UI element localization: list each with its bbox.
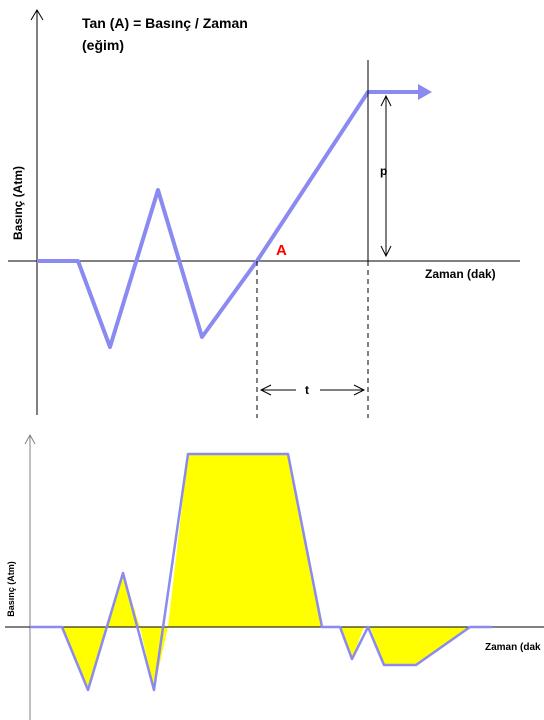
bottom-x-axis-label: Zaman (dak xyxy=(485,642,541,653)
time-dimension-arrow xyxy=(259,384,366,396)
bottom-pressure-curve xyxy=(30,452,492,692)
positive-area-main xyxy=(168,454,322,627)
top-y-axis-arrow xyxy=(30,9,44,21)
negative-area-1 xyxy=(62,627,106,690)
slope-caption: (eğim) xyxy=(82,37,124,53)
negative-area-2 xyxy=(140,627,168,690)
bottom-panel: Basınç (Atm) Zaman (dak xyxy=(5,433,544,720)
pressure-label: p xyxy=(380,164,387,178)
top-x-axis-label: Zaman (dak) xyxy=(425,267,496,281)
negative-area-3 xyxy=(340,627,364,659)
negative-area-4 xyxy=(370,627,470,665)
top-y-axis-label: Basınç (Atm) xyxy=(11,166,25,240)
curve-arrowhead xyxy=(418,84,432,100)
bottom-y-axis-arrow xyxy=(24,433,36,445)
top-panel: Tan (A) = Basınç / Zaman (eğim) Basınç (… xyxy=(8,9,520,418)
angle-label: A xyxy=(276,242,287,259)
slope-formula-title: Tan (A) = Basınç / Zaman xyxy=(82,15,248,31)
positive-area-1 xyxy=(106,573,140,627)
bottom-y-axis-label: Basınç (Atm) xyxy=(6,561,16,617)
top-pressure-curve xyxy=(37,90,420,349)
time-label: t xyxy=(305,383,309,397)
pressure-dimension-arrow xyxy=(380,94,392,258)
